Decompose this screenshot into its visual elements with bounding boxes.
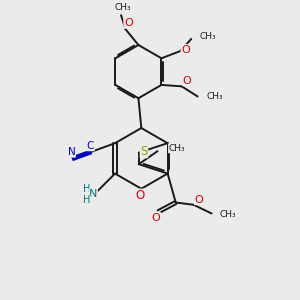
Text: N: N bbox=[68, 147, 75, 157]
Text: CH₃: CH₃ bbox=[200, 32, 217, 41]
Text: CH₃: CH₃ bbox=[169, 144, 185, 153]
Text: N: N bbox=[89, 189, 97, 199]
Text: O: O bbox=[124, 18, 133, 28]
Text: H: H bbox=[83, 184, 90, 194]
Text: O: O bbox=[194, 195, 203, 205]
Text: CH₃: CH₃ bbox=[206, 92, 223, 101]
Text: CH₃: CH₃ bbox=[220, 210, 236, 219]
Text: H: H bbox=[83, 195, 90, 206]
Text: O: O bbox=[181, 45, 190, 55]
Text: CH₃: CH₃ bbox=[114, 3, 131, 12]
Text: O: O bbox=[183, 76, 191, 85]
Text: O: O bbox=[135, 189, 145, 202]
Text: S: S bbox=[140, 145, 148, 158]
Text: O: O bbox=[152, 212, 161, 223]
Text: C: C bbox=[87, 141, 94, 151]
